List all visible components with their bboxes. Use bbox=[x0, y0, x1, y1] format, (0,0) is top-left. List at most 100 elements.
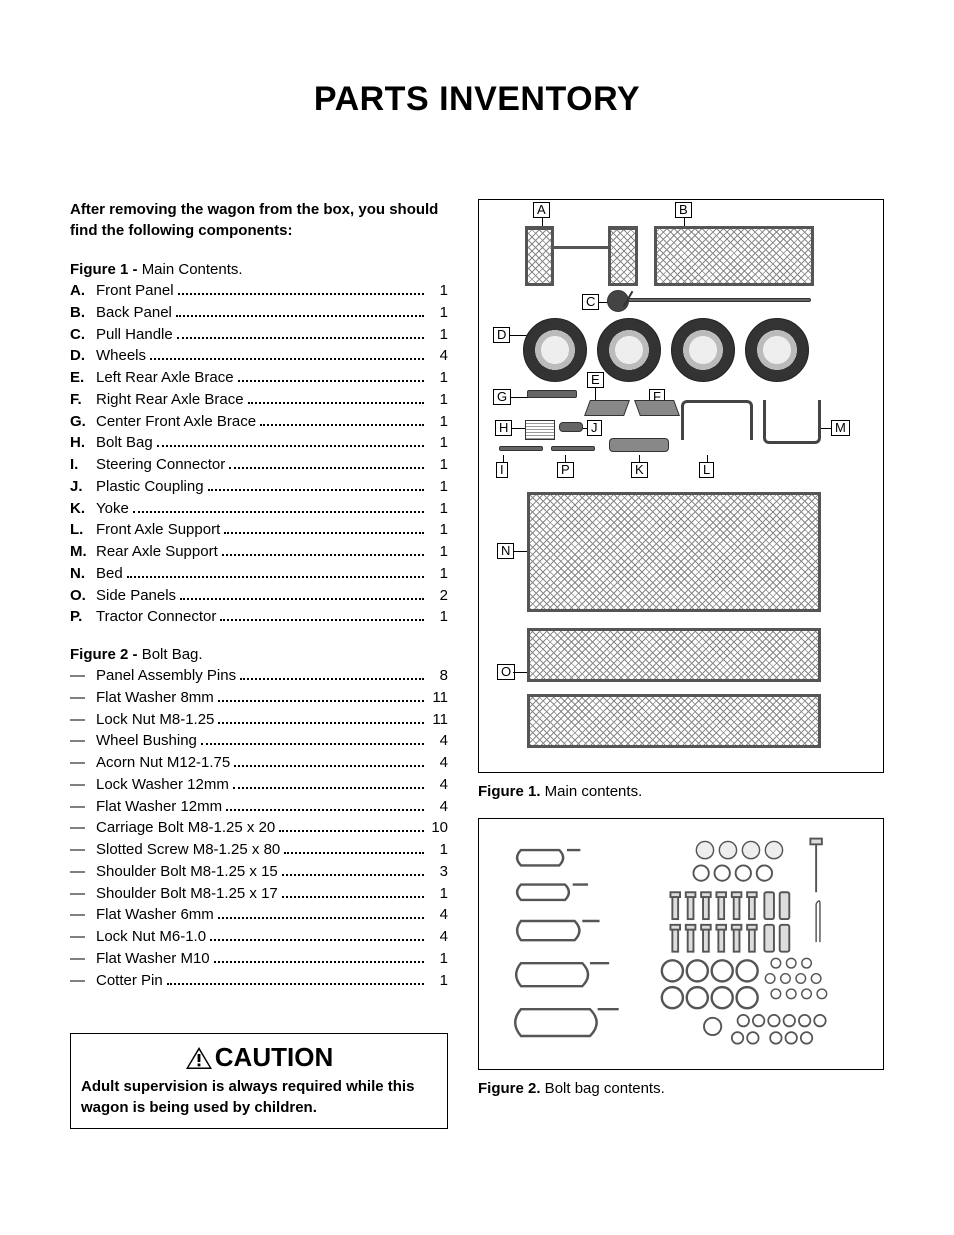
part-name: Center Front Axle Brace bbox=[96, 411, 256, 433]
leader-dots bbox=[178, 281, 424, 295]
parts-row: C.Pull Handle1 bbox=[70, 324, 448, 346]
part-name: Back Panel bbox=[96, 302, 172, 324]
callout-i: I bbox=[496, 462, 508, 478]
left-column: After removing the wagon from the box, y… bbox=[70, 199, 448, 1129]
figure2-heading-bold: Figure 2 - bbox=[70, 646, 142, 663]
leader-dots bbox=[180, 586, 424, 600]
part-qty: 1 bbox=[428, 839, 448, 861]
callout-k: K bbox=[631, 462, 648, 478]
part-dash: — bbox=[70, 904, 96, 926]
part-qty: 4 bbox=[428, 752, 448, 774]
part-name: Shoulder Bolt M8-1.25 x 15 bbox=[96, 861, 278, 883]
callout-j: J bbox=[587, 420, 602, 436]
parts-row: I.Steering Connector1 bbox=[70, 454, 448, 476]
part-name: Steering Connector bbox=[96, 454, 225, 476]
part-letter: J. bbox=[70, 476, 96, 498]
part-name: Flat Washer 6mm bbox=[96, 904, 214, 926]
leader-dots bbox=[133, 499, 424, 513]
part-qty: 1 bbox=[428, 606, 448, 628]
part-dash: — bbox=[70, 970, 96, 992]
callout-e: E bbox=[587, 372, 604, 388]
parts-row: —Shoulder Bolt M8-1.25 x 171 bbox=[70, 883, 448, 905]
part-dash: — bbox=[70, 796, 96, 818]
part-qty: 11 bbox=[428, 687, 448, 709]
intro-text: After removing the wagon from the box, y… bbox=[70, 199, 448, 241]
bolt-bag-svg bbox=[489, 829, 873, 1059]
part-name: Rear Axle Support bbox=[96, 541, 218, 563]
part-name: Pull Handle bbox=[96, 324, 173, 346]
leader-dots bbox=[233, 775, 424, 789]
part-qty: 1 bbox=[428, 519, 448, 541]
figure2-heading-rest: Bolt Bag. bbox=[142, 646, 203, 663]
figure1-heading-bold: Figure 1 - bbox=[70, 261, 142, 278]
part-qty: 4 bbox=[428, 345, 448, 367]
part-name: Panel Assembly Pins bbox=[96, 665, 236, 687]
parts-row: —Lock Washer 12mm4 bbox=[70, 774, 448, 796]
parts-row: —Flat Washer 6mm 4 bbox=[70, 904, 448, 926]
part-letter: A. bbox=[70, 280, 96, 302]
part-name: Left Rear Axle Brace bbox=[96, 367, 234, 389]
part-letter: N. bbox=[70, 563, 96, 585]
part-qty: 3 bbox=[428, 861, 448, 883]
part-letter: I. bbox=[70, 454, 96, 476]
parts-row: —Cotter Pin1 bbox=[70, 970, 448, 992]
part-name: Flat Washer 8mm bbox=[96, 687, 214, 709]
part-name: Plastic Coupling bbox=[96, 476, 204, 498]
part-qty: 1 bbox=[428, 302, 448, 324]
parts-row: K.Yoke1 bbox=[70, 498, 448, 520]
part-dash: — bbox=[70, 752, 96, 774]
callout-c: C bbox=[582, 294, 599, 310]
part-dash: — bbox=[70, 817, 96, 839]
leader-dots bbox=[240, 666, 424, 680]
leader-dots bbox=[229, 455, 424, 469]
parts-row: J.Plastic Coupling1 bbox=[70, 476, 448, 498]
part-qty: 4 bbox=[428, 904, 448, 926]
figure1-diagram: A B C D E F G H I J bbox=[478, 199, 884, 773]
part-dash: — bbox=[70, 774, 96, 796]
part-qty: 4 bbox=[428, 796, 448, 818]
part-name: Acorn Nut M12-1.75 bbox=[96, 752, 230, 774]
leader-dots bbox=[224, 520, 424, 534]
callout-d: D bbox=[493, 327, 510, 343]
part-name: Yoke bbox=[96, 498, 129, 520]
figure1-caption-bold: Figure 1. bbox=[478, 783, 541, 800]
leader-dots bbox=[238, 368, 424, 382]
caution-heading-text: CAUTION bbox=[215, 1042, 333, 1073]
part-name: Carriage Bolt M8-1.25 x 20 bbox=[96, 817, 275, 839]
part-name: Flat Washer M10 bbox=[96, 948, 210, 970]
figure2-caption-bold: Figure 2. bbox=[478, 1080, 541, 1097]
callout-a: A bbox=[533, 202, 550, 218]
part-qty: 1 bbox=[428, 280, 448, 302]
part-dash: — bbox=[70, 709, 96, 731]
leader-dots bbox=[279, 818, 424, 832]
part-letter: M. bbox=[70, 541, 96, 563]
part-name: Tractor Connector bbox=[96, 606, 216, 628]
part-dash: — bbox=[70, 926, 96, 948]
part-dash: — bbox=[70, 861, 96, 883]
leader-dots bbox=[282, 884, 424, 898]
part-dash: — bbox=[70, 839, 96, 861]
part-name: Cotter Pin bbox=[96, 970, 163, 992]
parts-row: A.Front Panel1 bbox=[70, 280, 448, 302]
part-qty: 1 bbox=[428, 563, 448, 585]
parts-row: M.Rear Axle Support 1 bbox=[70, 541, 448, 563]
page: PARTS INVENTORY After removing the wagon… bbox=[0, 0, 954, 1169]
right-column: A B C D E F G H I J bbox=[478, 199, 884, 1129]
leader-dots bbox=[218, 688, 424, 702]
parts-row: —Lock Nut M8-1.2511 bbox=[70, 709, 448, 731]
callout-h: H bbox=[495, 420, 512, 436]
part-name: Bolt Bag bbox=[96, 432, 153, 454]
part-name: Lock Nut M6-1.0 bbox=[96, 926, 206, 948]
part-qty: 1 bbox=[428, 324, 448, 346]
parts-row: —Flat Washer M101 bbox=[70, 948, 448, 970]
parts-row: O.Side Panels2 bbox=[70, 585, 448, 607]
parts-row: N.Bed1 bbox=[70, 563, 448, 585]
leader-dots bbox=[177, 325, 424, 339]
leader-dots bbox=[214, 949, 424, 963]
part-qty: 1 bbox=[428, 948, 448, 970]
leader-dots bbox=[150, 346, 424, 360]
parts-row: —Flat Washer 12mm4 bbox=[70, 796, 448, 818]
parts-row: —Acorn Nut M12-1.75 4 bbox=[70, 752, 448, 774]
part-qty: 8 bbox=[428, 665, 448, 687]
part-qty: 1 bbox=[428, 541, 448, 563]
